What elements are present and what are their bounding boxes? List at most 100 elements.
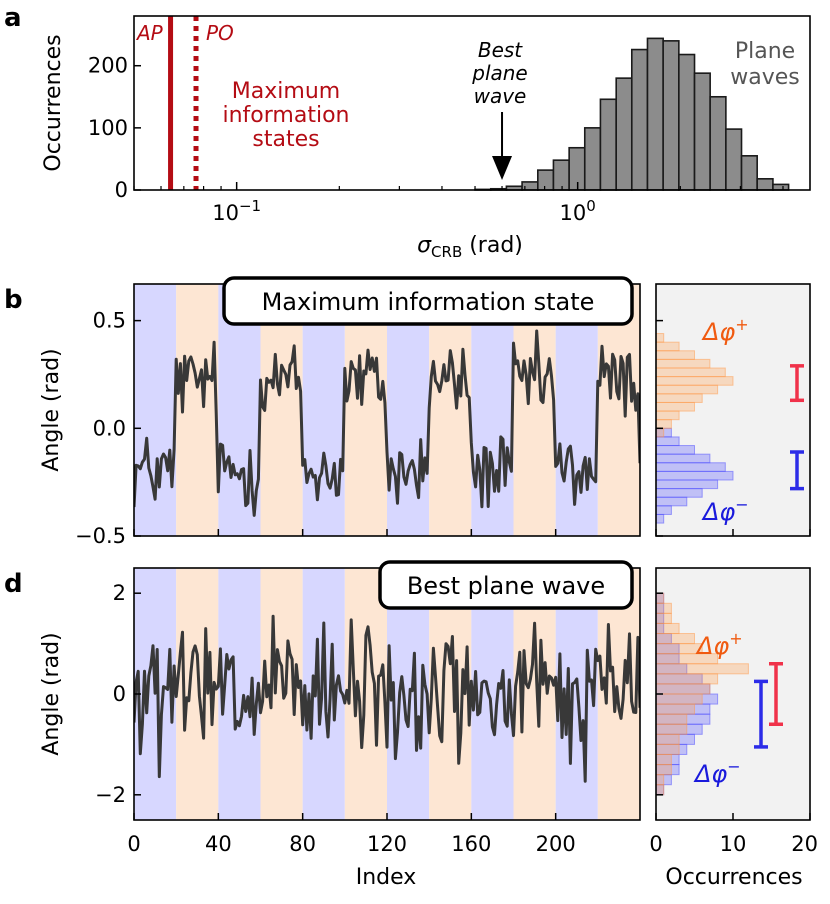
y-axis-label-a: Occurrences	[41, 34, 66, 171]
hist-bar-plus-c	[655, 350, 695, 360]
hist-bar-plus-e	[655, 683, 711, 695]
hist-bar-plus-c	[655, 367, 726, 378]
hist-bar-minus-c	[655, 496, 688, 507]
dphi-plus-label-e: Δφ+	[695, 629, 743, 660]
best-arrow	[492, 112, 513, 180]
y-tick-label-a: 100	[88, 116, 128, 140]
histogram-bar	[615, 77, 633, 191]
hist-bar-plus-e	[655, 633, 695, 645]
histogram-bar	[756, 178, 774, 191]
y-tick-label-b: −0.5	[75, 524, 126, 548]
y-tick-label-a: 200	[88, 54, 128, 78]
segment-band-minus	[471, 284, 514, 536]
po-label: PO	[206, 21, 234, 45]
hist-bar-plus-c	[655, 410, 680, 421]
y-tick-label-b: 0.0	[93, 416, 126, 440]
angle-trace-d	[134, 614, 640, 783]
hist-bar-minus-c	[655, 436, 680, 447]
hist-bar-plus-c	[655, 401, 695, 412]
x-tick-label-e: 10	[720, 832, 747, 856]
x-axis-label-tail: (rad)	[462, 233, 523, 258]
hist-bar-minus-c	[655, 453, 711, 464]
dphi-plus-e-main: Δφ	[695, 632, 729, 660]
x-tick-exponent: 0	[586, 197, 596, 215]
hist-bar-plus-e	[655, 713, 688, 725]
y-tick-label-b: 0.5	[93, 309, 126, 333]
dphi-minus-c-sup: −	[735, 495, 748, 514]
hist-bar-minus-c	[655, 445, 695, 455]
best-label-1: Best	[478, 38, 523, 62]
mis-label-3: states	[252, 127, 319, 152]
hist-bar-plus-c	[655, 419, 672, 429]
x-tick-label-d: 160	[451, 832, 491, 856]
hist-bar-plus-e	[655, 673, 719, 685]
ap-label: AP	[135, 21, 164, 45]
best-label-3: wave	[474, 84, 527, 108]
hist-bar-plus-e	[655, 774, 665, 786]
x-axis-label-main: σ	[417, 233, 432, 258]
x-axis-label-e: Occurrences	[665, 865, 802, 890]
hist-bar-plus-e	[655, 622, 680, 635]
hist-bar-plus-e	[655, 693, 703, 705]
hist-bar-plus-e	[655, 733, 680, 745]
dphi-minus-e-sup: −	[727, 757, 740, 776]
hist-bar-plus-c	[655, 427, 665, 438]
hist-bar-minus-c	[655, 513, 665, 524]
mis-label-2: information	[223, 103, 350, 128]
angle-trace-b	[134, 329, 640, 517]
dphi-plus-c-sup: +	[735, 315, 748, 334]
dphi-plus-e-sup: +	[729, 629, 742, 648]
segment-band-plus	[513, 284, 556, 536]
segment-band-plus	[597, 284, 640, 536]
hist-bar-plus-c	[655, 341, 680, 352]
trace-panel-d: 2 0 −2 0 40 80 120 160 200 Best plane wave Angl…	[39, 560, 641, 890]
y-tick-label-a: 0	[115, 178, 128, 202]
plane-label-1: Plane	[735, 39, 795, 64]
hist-bar-plus-c	[655, 333, 665, 343]
y-tick-label-d: 0	[113, 682, 126, 706]
hist-bar-plus-e	[655, 592, 665, 604]
best-label-2: plane	[471, 61, 528, 85]
title-box-d	[378, 560, 634, 610]
x-tick-label-d: 120	[367, 832, 407, 856]
y-axis-label-b: Angle (rad)	[39, 348, 64, 471]
best-arrow-head	[492, 156, 513, 180]
axes-frame-a	[133, 15, 811, 191]
segment-band-minus	[387, 284, 430, 536]
hist-bar-plus-e	[655, 703, 695, 715]
x-tick-label-d: 40	[205, 832, 232, 856]
y-tick-label-d: 2	[113, 581, 126, 605]
hist-bar-plus-c	[655, 376, 734, 386]
x-tick-label-a: 100	[560, 197, 596, 225]
x-axis-label-sub: CRB	[431, 243, 462, 261]
mis-label-1: Maximum	[232, 79, 340, 104]
segment-band-plus	[429, 284, 472, 536]
histogram-bar	[772, 183, 790, 191]
dphi-plus-label-c: Δφ+	[701, 315, 749, 346]
hist-bar-minus-c	[655, 462, 726, 472]
x-tick-label-d: 0	[127, 832, 140, 856]
panel-letter-d: d	[4, 569, 23, 599]
hist-bar-plus-c	[655, 384, 719, 395]
panel-letter-b: b	[4, 285, 23, 315]
dphi-minus-e-main: Δφ	[693, 760, 727, 788]
histogram-bar	[709, 95, 727, 191]
trace-panel-b: 0.5 0.0 −0.5 Maximum information state Ang…	[39, 276, 641, 548]
hist-bar-plus-e	[655, 764, 672, 776]
hist-bar-minus-c	[655, 470, 734, 481]
histogram-bar	[678, 53, 696, 191]
segment-band-plus	[344, 568, 387, 820]
histogram-panel-e: 0 10 20 Δφ+ Δφ− Occurrences	[649, 567, 818, 890]
hist-bar-plus-e	[655, 602, 672, 614]
hist-bar-minus-c	[655, 488, 703, 498]
histogram-bar	[646, 37, 664, 191]
histogram-bar	[599, 98, 617, 191]
x-tick-base: 10	[212, 201, 239, 225]
segment-band-minus	[471, 568, 514, 820]
histogram-panel-c: Δφ+ Δφ−	[655, 283, 811, 537]
hist-bar-plus-e	[655, 643, 703, 655]
x-tick-label-d: 200	[536, 832, 576, 856]
x-tick-base: 10	[560, 201, 587, 225]
